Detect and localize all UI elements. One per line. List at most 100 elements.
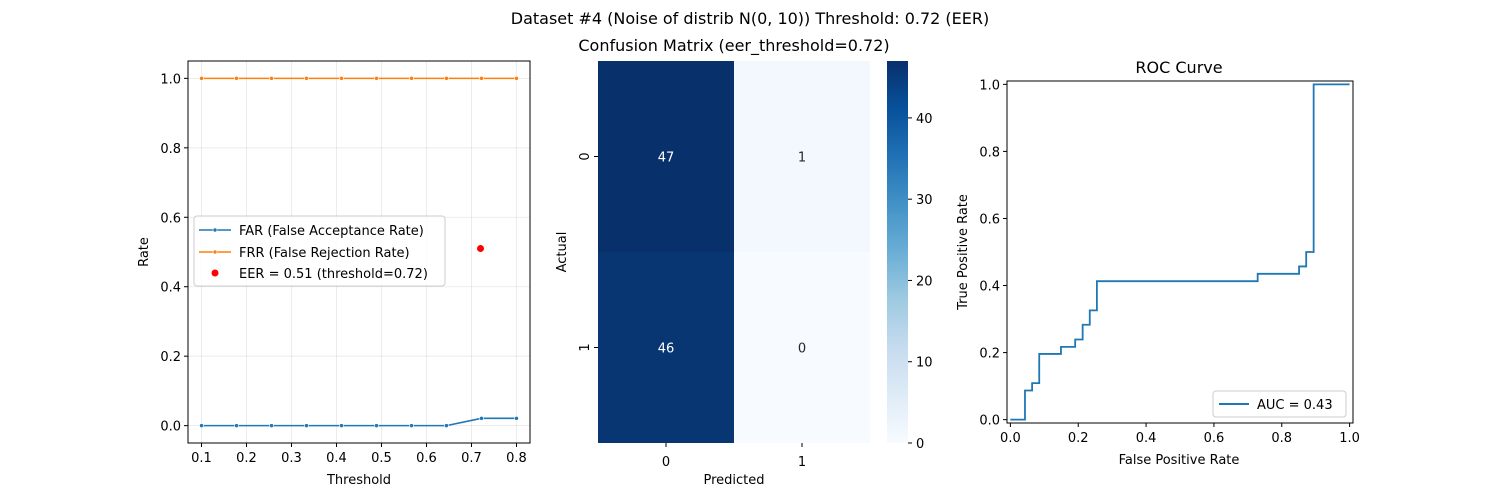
heatmap-cell: [734, 61, 870, 252]
confusion-matrix-ticks: 0 1 0 1: [578, 152, 806, 470]
heatmap-cell: [598, 252, 734, 443]
data-point: [234, 423, 239, 428]
data-point: [479, 416, 484, 421]
far-frr-ylabel: Rate: [137, 237, 152, 267]
far-frr-chart: 0.1 0.2 0.3 0.4 0.5 0.6 0.7 0.8 0.0 0.2 0.4 0.6 0.8 1…: [137, 60, 531, 488]
legend-frr-label: FRR (False Rejection Rate): [239, 246, 410, 261]
data-point: [269, 423, 274, 428]
y-tick-label: 1.0: [979, 78, 1000, 93]
data-point: [444, 76, 449, 81]
roc-lines: [1010, 83, 1350, 421]
x-tick-label: 0: [662, 455, 670, 470]
heatmap-cell: [734, 252, 870, 443]
figure-suptitle: Dataset #4 (Noise of distrib N(0, 10)) T…: [511, 9, 989, 28]
colorbar-tick-label: 10: [916, 356, 933, 371]
x-tick-label: 0.2: [1068, 431, 1089, 446]
series-line: [201, 417, 517, 427]
legend-eer-marker: [211, 269, 219, 277]
data-point: [409, 423, 414, 428]
y-tick-label: 0.8: [979, 145, 1000, 160]
y-tick-label: 0.4: [160, 281, 181, 296]
cell-value: 1: [798, 151, 806, 166]
x-tick-label: 0.7: [461, 451, 482, 466]
colorbar-ticks: 0 10 20 30 40: [908, 112, 933, 452]
y-tick-label: 0.0: [979, 414, 1000, 429]
colorbar-tick-label: 30: [916, 193, 933, 208]
far-frr-ticks: 0.1 0.2 0.3 0.4 0.5 0.6 0.7 0.8 0.0 0.2 0.4 0.6 0.8 1…: [160, 72, 527, 466]
x-tick-label: 1: [798, 455, 806, 470]
confusion-matrix-title: Confusion Matrix (eer_threshold=0.72): [578, 36, 889, 56]
legend-frame: [1212, 390, 1347, 418]
far-frr-legend: FAR (False Acceptance Rate) FRR (False R…: [193, 215, 446, 287]
legend-frame: [193, 215, 446, 287]
confusion-matrix-xlabel: Predicted: [703, 473, 764, 488]
colorbar: [887, 61, 908, 443]
data-point: [479, 76, 484, 81]
data-point: [374, 423, 379, 428]
colorbar-tick-label: 0: [916, 437, 924, 452]
y-tick-label: 0.6: [160, 211, 181, 226]
y-tick-label: 0: [578, 152, 593, 160]
cell-value: 47: [658, 151, 675, 166]
data-point: [269, 76, 274, 81]
confusion-matrix: Confusion Matrix (eer_threshold=0.72) 47…: [555, 36, 933, 488]
x-tick-label: 1.0: [1339, 431, 1360, 446]
y-tick-label: 0.4: [979, 280, 1000, 295]
data-point: [234, 76, 239, 81]
roc-chart: ROC Curve 0.0 0.2 0.4 0.6 0.8 1.0 0.0 0.2 0.4 0.6…: [956, 58, 1360, 468]
x-tick-label: 0.6: [416, 451, 437, 466]
data-point: [339, 76, 344, 81]
data-point: [374, 76, 379, 81]
x-tick-label: 0.8: [506, 451, 527, 466]
cell-value: 0: [798, 342, 806, 357]
legend-far-marker: [212, 227, 218, 233]
data-point: [514, 76, 519, 81]
data-point: [409, 76, 414, 81]
roc-ticks: 0.0 0.2 0.4 0.6 0.8 1.0 0.0 0.2 0.4 0.6 0.8 1.0: [979, 78, 1360, 446]
legend-eer-label: EER = 0.51 (threshold=0.72): [239, 267, 428, 282]
y-tick-label: 0.2: [979, 347, 1000, 362]
data-point: [199, 423, 204, 428]
x-tick-label: 0.0: [1000, 431, 1021, 446]
eer-point: [477, 245, 484, 253]
far-frr-xlabel: Threshold: [326, 473, 391, 488]
x-tick-label: 0.6: [1204, 431, 1225, 446]
roc-legend: AUC = 0.43: [1212, 390, 1347, 418]
x-tick-label: 0.4: [1136, 431, 1157, 446]
far-frr-lines: [199, 76, 519, 428]
roc-ylabel: True Positive Rate: [956, 194, 971, 311]
roc-plot-frame: [1006, 80, 1354, 424]
y-tick-label: 0.6: [979, 212, 1000, 227]
data-point: [339, 423, 344, 428]
roc-title: ROC Curve: [1135, 58, 1222, 77]
data-point: [304, 423, 309, 428]
heatmap-cell: [598, 61, 734, 252]
roc-curve: [1010, 83, 1350, 421]
confusion-matrix-cells: 47 1 46 0: [598, 61, 870, 443]
colorbar-tick-label: 40: [916, 112, 933, 127]
x-tick-label: 0.5: [371, 451, 392, 466]
cell-value: 46: [658, 342, 675, 357]
x-tick-label: 0.1: [191, 451, 212, 466]
roc-xlabel: False Positive Rate: [1119, 453, 1240, 468]
y-tick-label: 0.0: [160, 420, 181, 435]
data-point: [199, 76, 204, 81]
far-frr-plot-frame: [187, 60, 531, 444]
y-tick-label: 1: [578, 343, 593, 351]
confusion-matrix-ylabel: Actual: [555, 232, 570, 273]
legend-far-label: FAR (False Acceptance Rate): [239, 224, 424, 239]
legend-auc-label: AUC = 0.43: [1257, 398, 1333, 413]
x-tick-label: 0.2: [236, 451, 257, 466]
data-point: [514, 416, 519, 421]
y-tick-label: 0.8: [160, 142, 181, 157]
x-tick-label: 0.3: [281, 451, 302, 466]
legend-frr-marker: [212, 249, 218, 255]
x-tick-label: 0.4: [326, 451, 347, 466]
colorbar-tick-label: 20: [916, 274, 933, 289]
y-tick-label: 0.2: [160, 350, 181, 365]
data-point: [304, 76, 309, 81]
y-tick-label: 1.0: [160, 72, 181, 87]
x-tick-label: 0.8: [1271, 431, 1292, 446]
data-point: [444, 423, 449, 428]
